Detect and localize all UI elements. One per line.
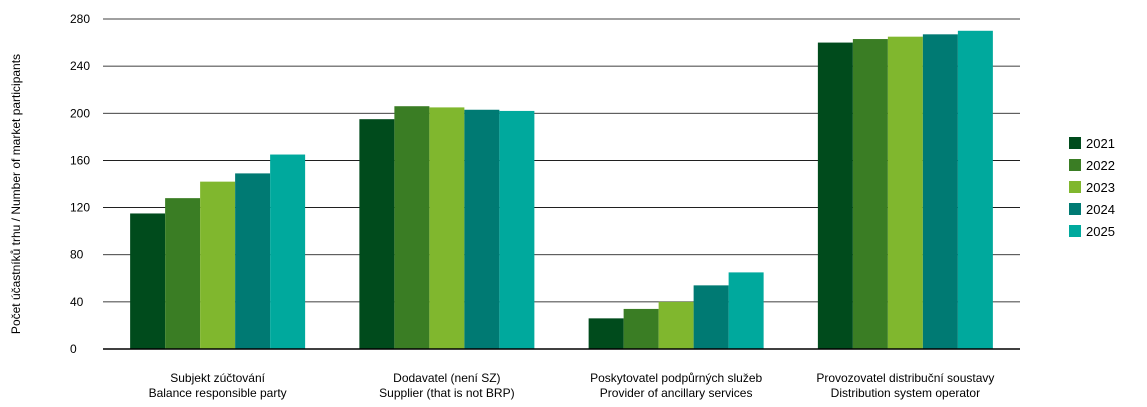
y-tick-label: 40 [70, 295, 84, 309]
legend-label: 2025 [1086, 224, 1115, 239]
y-tick-label: 80 [70, 248, 84, 262]
y-tick-label: 200 [70, 106, 90, 120]
bar-2025-2 [499, 110, 535, 349]
bar-2024-2 [464, 109, 500, 349]
legend-swatch [1069, 203, 1081, 215]
bar-2021-4 [817, 42, 853, 349]
bars [130, 30, 993, 350]
y-axis-label: Počet účastníků trhu / Number of market … [9, 54, 23, 334]
legend-label: 2024 [1086, 202, 1115, 217]
category-label-en: Provider of ancillary services [600, 386, 753, 400]
legend-item-2024: 2024 [1069, 202, 1115, 217]
bar-2023-2 [429, 107, 465, 350]
bar-2023-1 [200, 181, 236, 349]
category-label-en: Balance responsible party [149, 386, 287, 400]
legend: 2021 2022 2023 2024 2025 [1069, 136, 1115, 239]
bar-2024-1 [235, 173, 271, 349]
legend-label: 2022 [1086, 158, 1115, 173]
bar-2021-2 [359, 119, 395, 349]
bar-2022-2 [394, 106, 430, 349]
bar-2023-3 [658, 301, 694, 349]
category-label-cs: Subjekt zúčtování [170, 371, 265, 385]
bar-2021-1 [130, 213, 166, 349]
legend-swatch [1069, 225, 1081, 237]
legend-label: 2021 [1086, 136, 1115, 151]
bar-2024-4 [922, 34, 958, 349]
legend-item-2025: 2025 [1069, 224, 1115, 239]
legend-label: 2023 [1086, 180, 1115, 195]
legend-item-2022: 2022 [1069, 158, 1115, 173]
category-label-en: Distribution system operator [831, 386, 980, 400]
bar-2025-4 [957, 30, 993, 350]
legend-swatch [1069, 137, 1081, 149]
category-label-cs: Poskytovatel podpůrných služeb [590, 371, 762, 385]
bar-2021-3 [588, 318, 624, 349]
y-tick-label: 120 [70, 201, 90, 215]
y-tick-labels: 0 40 80 120 160 200 240 280 [70, 12, 90, 356]
bar-2022-1 [165, 198, 201, 349]
bar-2025-1 [270, 154, 306, 349]
y-tick-label: 280 [70, 12, 90, 26]
category-label-en: Supplier (that is not BRP) [379, 386, 514, 400]
legend-item-2021: 2021 [1069, 136, 1115, 151]
category-label-cs: Dodavatel (není SZ) [393, 371, 500, 385]
bar-2023-4 [887, 36, 923, 350]
category-label-cs: Provozovatel distribuční soustavy [816, 371, 994, 385]
legend-item-2023: 2023 [1069, 180, 1115, 195]
bar-2025-3 [728, 272, 764, 349]
bar-2022-3 [623, 308, 659, 349]
y-tick-label: 240 [70, 59, 90, 73]
bar-2022-4 [852, 39, 888, 350]
legend-swatch [1069, 181, 1081, 193]
y-tick-label: 160 [70, 153, 90, 167]
y-tick-label: 0 [70, 342, 77, 356]
bar-2024-3 [693, 285, 729, 349]
legend-swatch [1069, 159, 1081, 171]
